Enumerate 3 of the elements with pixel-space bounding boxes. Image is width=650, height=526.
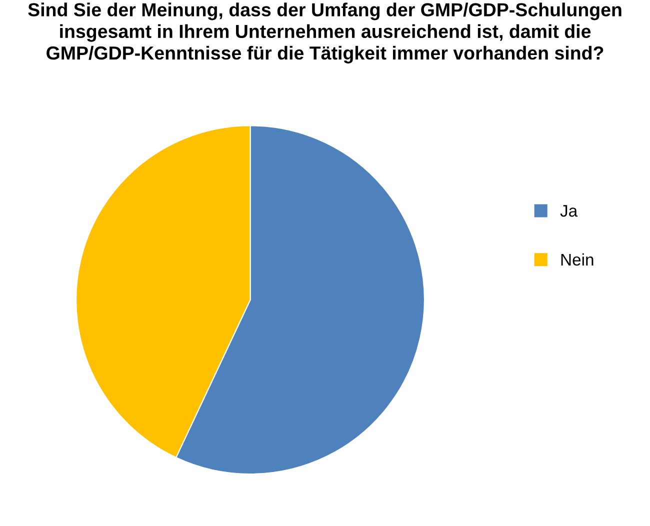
legend-label: Ja xyxy=(560,205,578,217)
chart-title: Sind Sie der Meinung, dass der Umfang der GMP/GDP-Schulungen insgesamt in Ihrem Unternehmen ausreichend ist, damit die GMP/GDP-Kenntnisse für die Tätigkeit immer vorhanden sind? xyxy=(28,2,622,64)
legend-label: Nein xyxy=(561,253,594,266)
